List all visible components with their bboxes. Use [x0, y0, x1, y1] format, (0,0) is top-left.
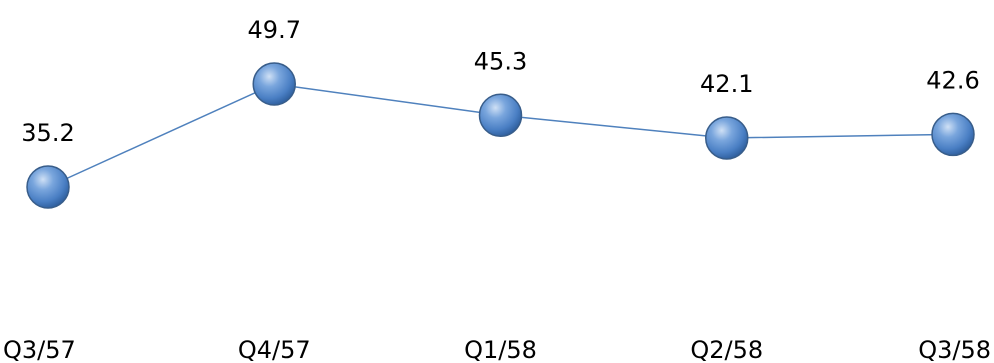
x-axis-tick-labels: Q3/57 Q4/57 Q1/58 Q2/58 Q3/58 — [3, 336, 991, 363]
data-point-marker[interactable] — [252, 62, 296, 106]
data-label-layer: 35.2 49.7 45.3 42.1 42.6 — [21, 16, 979, 147]
data-point-marker[interactable] — [478, 93, 523, 138]
marker-layer — [26, 62, 975, 209]
x-tick-label: Q4/57 — [238, 336, 311, 363]
x-tick-label: Q1/58 — [464, 336, 537, 363]
data-label: 49.7 — [248, 16, 301, 44]
data-label: 42.1 — [700, 70, 753, 98]
data-label: 45.3 — [474, 47, 527, 75]
data-point-marker[interactable] — [26, 165, 70, 209]
x-tick-label: Q3/58 — [918, 336, 991, 363]
data-point-marker[interactable] — [931, 112, 975, 157]
data-label: 35.2 — [21, 119, 74, 147]
data-point-marker[interactable] — [705, 116, 749, 160]
data-label: 42.6 — [926, 66, 979, 94]
x-tick-label: Q3/57 — [3, 336, 76, 363]
x-tick-label: Q2/58 — [690, 336, 763, 363]
